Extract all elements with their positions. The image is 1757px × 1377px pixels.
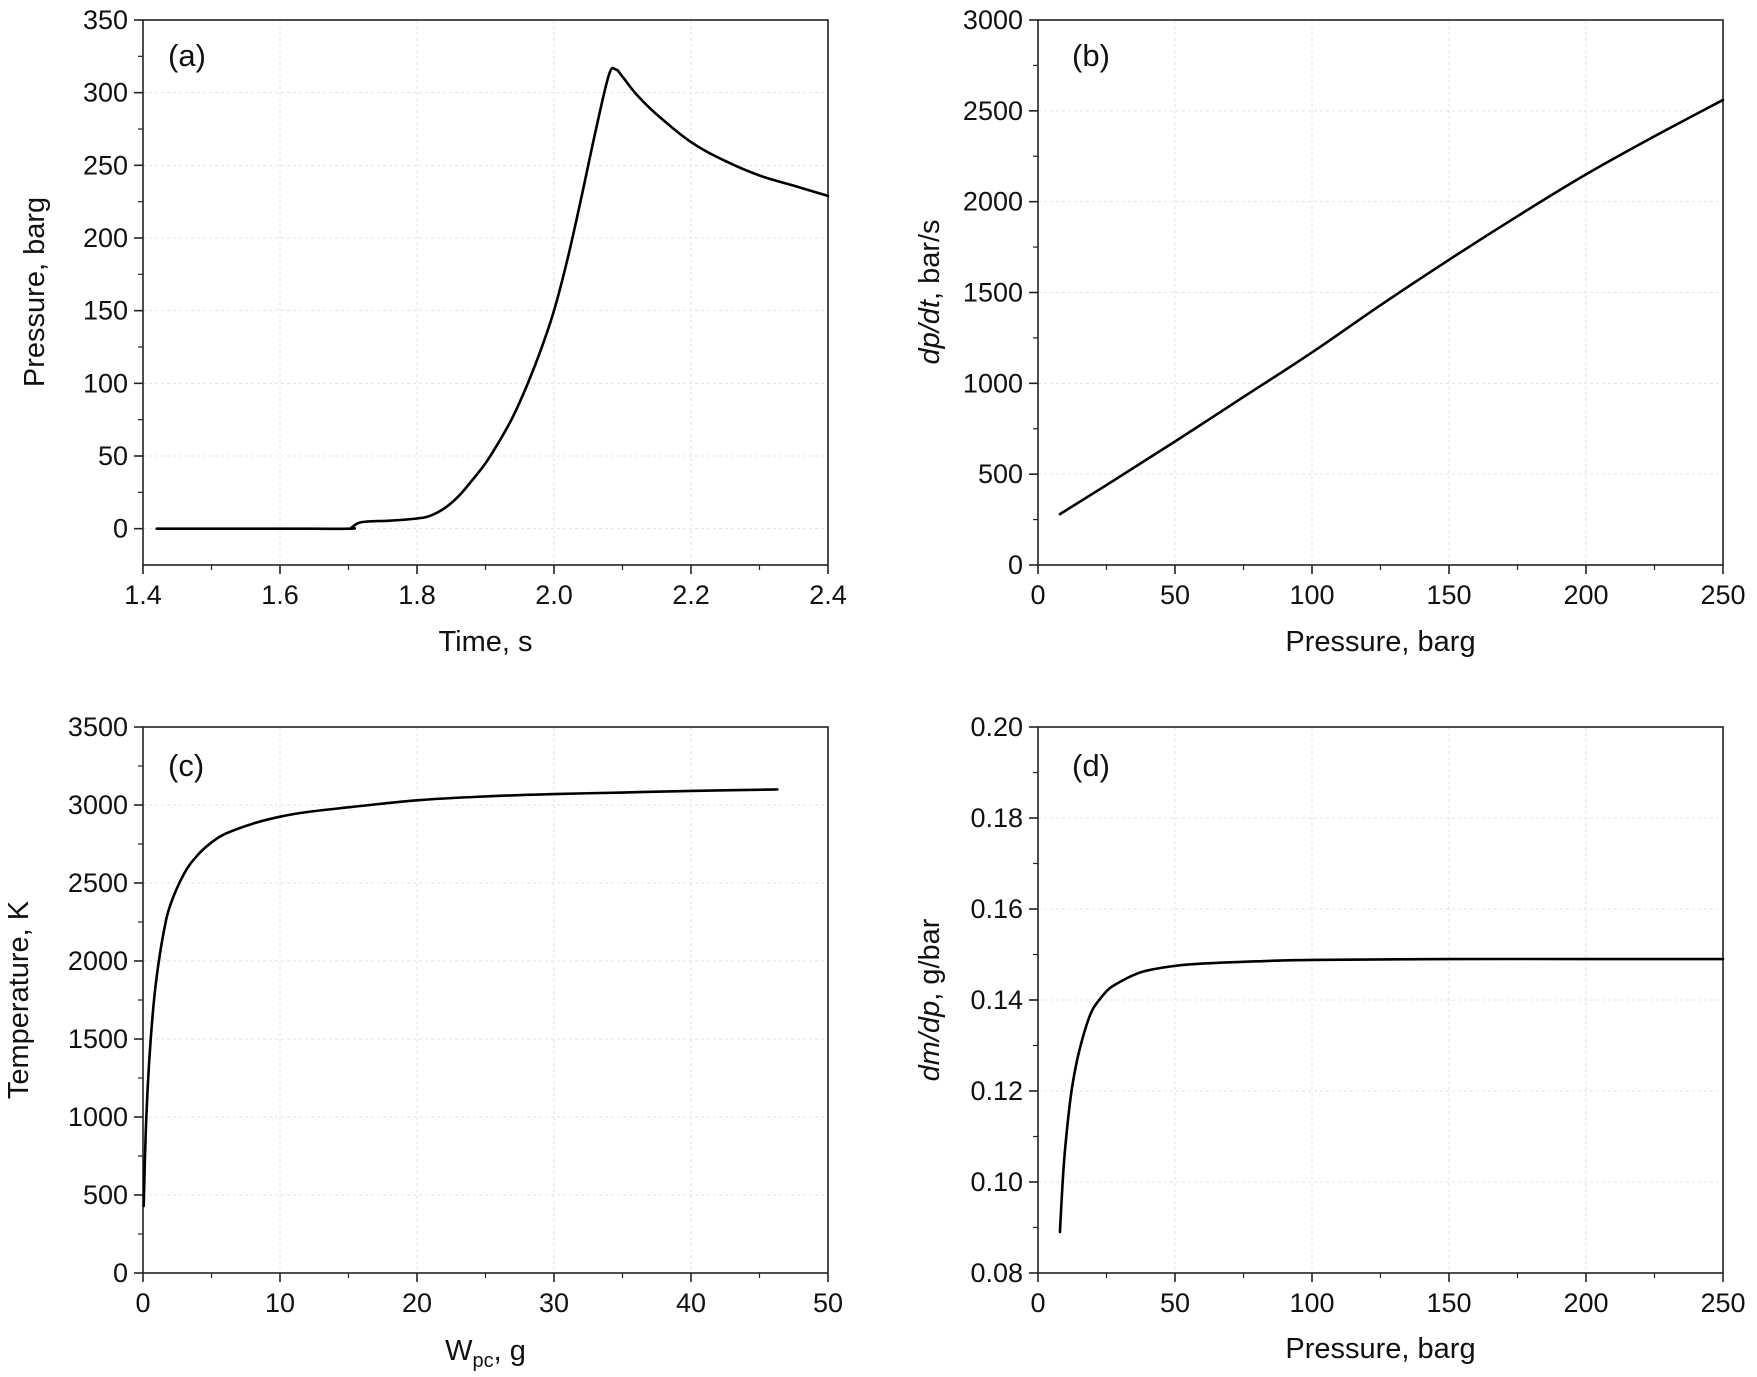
panel-d-y-tick-label: 0.18 <box>970 803 1023 833</box>
panel-c-x-axis-label-unit: , g <box>494 1335 526 1367</box>
panel-d-x-tick-label: 250 <box>1700 1288 1745 1318</box>
panel-b-series-line <box>1058 98 1725 516</box>
panel-a-series-line <box>155 66 830 531</box>
panel-b-y-axis-label-unit: , bar/s <box>914 219 946 300</box>
panel-d-y-tick-label: 0.16 <box>970 894 1023 924</box>
panel-d-y-tick-label: 0.20 <box>970 712 1023 742</box>
panel-d-y-tick-label: 0.14 <box>970 985 1023 1015</box>
panel-c-x-tick-label: 10 <box>265 1288 295 1318</box>
panel-c-y-tick-label: 2500 <box>68 868 128 898</box>
panel-b-x-tick-label: 200 <box>1563 580 1608 610</box>
panel-b: 0 50 100 150 200 250050010001500200025003000 … <box>914 5 1746 658</box>
panel-c-x-tick-label: 50 <box>813 1288 843 1318</box>
panel-d: 0 50 100 150 200 250 0.08 0.10 0.12 0.14 0.16 0.18 0… <box>914 712 1746 1365</box>
panel-b-y-tick-label: 500 <box>978 459 1023 489</box>
panel-b-label: (b) <box>1072 38 1110 73</box>
panel-a-x-tick-label: 1.4 <box>124 580 162 610</box>
panel-a-y-tick-label: 250 <box>83 150 128 180</box>
panel-c-y-tick-label: 3500 <box>68 712 128 742</box>
panel-a-y-tick-label: 50 <box>98 441 128 471</box>
panel-d-y-tick-label: 0.08 <box>970 1258 1023 1288</box>
panel-c: 0 10 20 30 40 500500100015002000250030003500 … <box>3 712 843 1372</box>
panel-b-y-axis-label: dp/dt, bar/s <box>914 219 946 364</box>
panel-c-y-tick-label: 0 <box>113 1258 128 1288</box>
panel-b-y-tick-label: 3000 <box>963 5 1023 35</box>
panel-d-y-tick-label: 0.12 <box>970 1076 1023 1106</box>
panel-c-series-line <box>142 788 779 1208</box>
panel-c-y-tick-label: 1500 <box>68 1024 128 1054</box>
panel-d-x-tick-label: 100 <box>1289 1288 1334 1318</box>
panel-b-y-tick-label: 0 <box>1008 550 1023 580</box>
panel-b-y-tick-label: 2000 <box>963 187 1023 217</box>
panel-a-y-tick-label: 100 <box>83 368 128 398</box>
panel-c-y-axis-label: Temperature, K <box>3 900 35 1099</box>
panel-a-y-tick-label: 350 <box>83 5 128 35</box>
panel-c-frame <box>142 726 829 1274</box>
panel-b-x-tick-label: 0 <box>1030 580 1045 610</box>
panel-b-x-tick-label: 100 <box>1289 580 1334 610</box>
panel-d-x-axis-label: Pressure, barg <box>1285 1333 1475 1365</box>
panel-a-y-axis-label: Pressure, barg <box>19 197 51 387</box>
panel-d-x-tick-label: 150 <box>1426 1288 1471 1318</box>
panel-c-x-axis-label-subscript: pc <box>473 1350 494 1372</box>
panel-a-x-tick-label: 2.0 <box>535 580 573 610</box>
panel-a-x-tick-label: 1.6 <box>261 580 299 610</box>
panel-b-x-tick-label: 50 <box>1160 580 1190 610</box>
panel-a-x-tick-label: 1.8 <box>398 580 436 610</box>
panel-d-label: (d) <box>1072 748 1110 783</box>
panel-a-y-tick-label: 200 <box>83 223 128 253</box>
panel-a-x-axis-label: Time, s <box>439 626 533 658</box>
panel-a-label: (a) <box>168 38 206 73</box>
panel-c-y-tick-label: 1000 <box>68 1102 128 1132</box>
panel-d-series-line <box>1058 957 1725 1234</box>
panel-b-x-tick-label: 250 <box>1700 580 1745 610</box>
panel-d-y-axis-label-italic: dm/dp <box>914 1001 946 1082</box>
panel-a-x-tick-label: 2.4 <box>809 580 847 610</box>
panel-a-y-tick-label: 0 <box>113 514 128 544</box>
panel-b-y-tick-label: 1500 <box>963 278 1023 308</box>
panel-b-y-tick-label: 2500 <box>963 96 1023 126</box>
panel-c-y-tick-label: 500 <box>83 1180 128 1210</box>
panel-b-y-tick-label: 1000 <box>963 368 1023 398</box>
panel-c-y-tick-label: 3000 <box>68 790 128 820</box>
panel-a-y-tick-label: 300 <box>83 78 128 108</box>
panel-a-frame <box>142 19 829 566</box>
panel-c-x-tick-label: 40 <box>676 1288 706 1318</box>
panel-c-label: (c) <box>168 748 204 783</box>
panel-a: 1.4 1.6 1.8 2.0 2.2 2.4050100150200250300350 … <box>19 5 847 658</box>
panel-c-y-tick-label: 2000 <box>68 946 128 976</box>
panel-c-x-tick-label: 0 <box>135 1288 150 1318</box>
panel-d-x-tick-label: 200 <box>1563 1288 1608 1318</box>
panel-d-x-tick-label: 50 <box>1160 1288 1190 1318</box>
panel-d-y-axis-label: dm/dp, g/bar <box>914 918 946 1081</box>
panel-a-y-tick-label: 150 <box>83 296 128 326</box>
panel-c-x-axis-label-main: W <box>445 1335 473 1367</box>
panel-d-y-tick-label: 0.10 <box>970 1167 1023 1197</box>
panel-a-x-tick-label: 2.2 <box>672 580 710 610</box>
panel-b-y-axis-label-italic: dp/dt <box>914 298 946 364</box>
panel-d-x-tick-label: 0 <box>1030 1288 1045 1318</box>
panel-d-y-axis-label-unit: , g/bar <box>914 918 946 1001</box>
panel-c-x-tick-label: 20 <box>402 1288 432 1318</box>
panel-c-x-tick-label: 30 <box>539 1288 569 1318</box>
panel-c-x-axis-label: Wpc, g <box>445 1335 526 1372</box>
panel-b-x-axis-label: Pressure, barg <box>1285 626 1475 658</box>
panel-b-x-tick-label: 150 <box>1426 580 1471 610</box>
